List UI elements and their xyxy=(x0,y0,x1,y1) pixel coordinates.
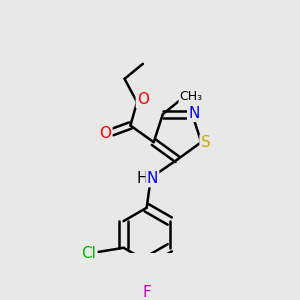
Text: F: F xyxy=(142,285,151,300)
Text: N: N xyxy=(188,106,200,121)
Text: N: N xyxy=(147,171,158,186)
Text: O: O xyxy=(99,126,111,141)
Text: CH₃: CH₃ xyxy=(180,90,203,103)
Text: Cl: Cl xyxy=(81,246,96,261)
Text: H: H xyxy=(137,171,148,186)
Text: S: S xyxy=(201,136,210,151)
Text: O: O xyxy=(137,92,149,107)
